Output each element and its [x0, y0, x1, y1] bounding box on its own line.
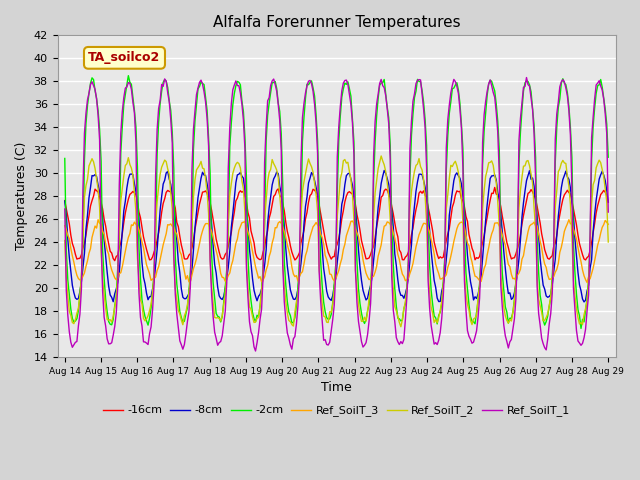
Title: Alfalfa Forerunner Temperatures: Alfalfa Forerunner Temperatures [212, 15, 460, 30]
-8cm [241, 189, 249, 194]
Legend: -16cm, -8cm, -2cm, Ref_SoilT_3, Ref_SoilT_2, Ref_SoilT_1: -16cm, -8cm, -2cm, Ref_SoilT_3, Ref_Soil… [99, 401, 574, 421]
Ref_SoilT_2 [127, 165, 135, 171]
Line: -8cm: -8cm [65, 170, 608, 302]
-16cm [129, 189, 137, 194]
-16cm [300, 228, 308, 233]
Ref_SoilT_1 [523, 75, 531, 81]
-8cm [223, 276, 230, 281]
Ref_SoilT_3 [241, 219, 249, 225]
-2cm [125, 73, 132, 79]
Line: -16cm: -16cm [65, 188, 608, 261]
Ref_SoilT_1 [252, 348, 259, 354]
-16cm [225, 243, 232, 249]
Line: Ref_SoilT_2: Ref_SoilT_2 [65, 156, 608, 327]
Ref_SoilT_2 [378, 153, 385, 159]
Ref_SoilT_3 [127, 222, 135, 228]
Ref_SoilT_1 [577, 342, 585, 348]
-8cm [380, 168, 388, 173]
Ref_SoilT_3 [223, 276, 230, 282]
-8cm [127, 171, 135, 177]
Ref_SoilT_1 [241, 146, 249, 152]
X-axis label: Time: Time [321, 381, 352, 394]
Ref_SoilT_1 [127, 86, 135, 92]
Ref_SoilT_2 [397, 324, 404, 330]
Ref_SoilT_2 [223, 270, 230, 276]
Y-axis label: Temperatures (C): Temperatures (C) [15, 142, 28, 250]
Ref_SoilT_3 [565, 217, 573, 223]
Ref_SoilT_1 [223, 280, 230, 286]
-16cm [243, 200, 250, 205]
Ref_SoilT_1 [250, 344, 258, 349]
-16cm [111, 258, 118, 264]
-2cm [243, 176, 250, 181]
-2cm [577, 325, 585, 331]
-8cm [61, 198, 68, 204]
-8cm [575, 282, 583, 288]
-2cm [300, 115, 308, 120]
Ref_SoilT_2 [299, 188, 307, 194]
-2cm [604, 155, 612, 160]
Ref_SoilT_2 [241, 209, 249, 215]
-16cm [61, 198, 68, 204]
Ref_SoilT_1 [61, 206, 68, 212]
-16cm [577, 246, 585, 252]
-16cm [252, 251, 259, 256]
-8cm [580, 299, 588, 305]
-2cm [252, 319, 259, 324]
Text: TA_soilco2: TA_soilco2 [88, 51, 161, 64]
-8cm [299, 246, 307, 252]
Ref_SoilT_3 [250, 256, 258, 262]
-2cm [129, 95, 137, 101]
Ref_SoilT_1 [604, 209, 612, 215]
Ref_SoilT_3 [299, 269, 307, 275]
Line: -2cm: -2cm [65, 76, 608, 328]
Ref_SoilT_3 [604, 221, 612, 227]
Ref_SoilT_2 [604, 239, 612, 245]
Ref_SoilT_3 [61, 223, 68, 228]
Line: Ref_SoilT_3: Ref_SoilT_3 [65, 220, 608, 283]
Ref_SoilT_1 [300, 101, 308, 107]
Ref_SoilT_3 [575, 252, 583, 258]
-2cm [61, 156, 68, 161]
-16cm [604, 200, 612, 205]
-8cm [604, 199, 612, 205]
-2cm [575, 313, 583, 319]
Ref_SoilT_2 [61, 238, 68, 243]
Line: Ref_SoilT_1: Ref_SoilT_1 [65, 78, 608, 351]
Ref_SoilT_2 [577, 320, 585, 325]
Ref_SoilT_3 [583, 280, 591, 286]
-2cm [225, 226, 232, 232]
-8cm [250, 288, 258, 293]
Ref_SoilT_2 [250, 320, 258, 325]
-16cm [491, 185, 499, 191]
